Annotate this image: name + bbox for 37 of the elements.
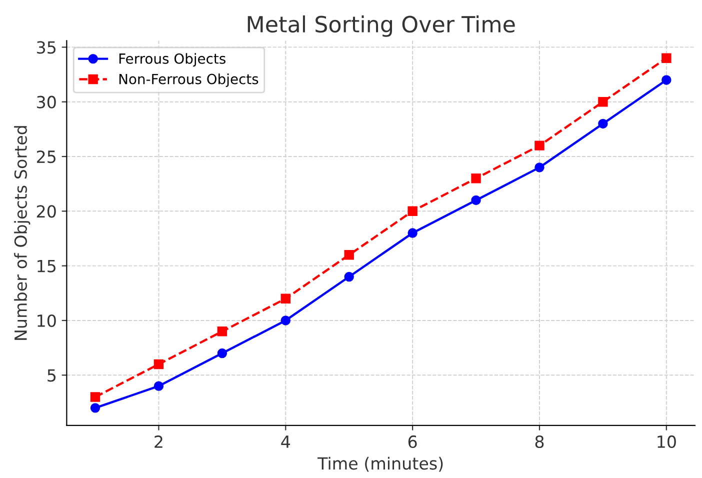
point [280,294,290,304]
x-tick-label: 6 [408,435,417,448]
legend-label: Non-Ferrous Objects [119,74,258,87]
x-tick-label: 4 [281,436,290,448]
x-tick-label: 10 [658,435,676,448]
legend-label: Ferrous Objects [119,53,226,67]
point [154,381,164,391]
point [344,250,354,260]
point [90,403,100,413]
y-tick-label: 15 [38,260,56,272]
y-tick-label: 20 [36,205,56,218]
y-tick-label: 30 [37,96,56,108]
chart-title: Metal Sorting Over Time [248,15,515,37]
x-tick-label: 2 [154,435,162,448]
y-tick-label: 5 [48,369,56,382]
point [408,228,418,238]
point [534,140,544,150]
y-tick-label: 25 [36,150,56,164]
point [280,316,290,326]
y-tick-label: 35 [37,41,56,54]
y-tick-label: 10 [38,314,56,328]
point [217,348,228,358]
point [344,272,354,282]
point [217,326,228,336]
point [598,118,608,129]
point [662,53,672,63]
x-axis-title: Time (minutes) [318,456,443,472]
point [471,195,481,206]
point [534,162,544,172]
point [662,75,672,85]
x-tick-label: 8 [535,435,544,448]
point [598,96,608,107]
point [90,392,100,402]
point [408,206,418,216]
y-axis-title: Number of Objects Sorted [14,126,30,340]
point [471,174,481,184]
point [154,359,164,370]
